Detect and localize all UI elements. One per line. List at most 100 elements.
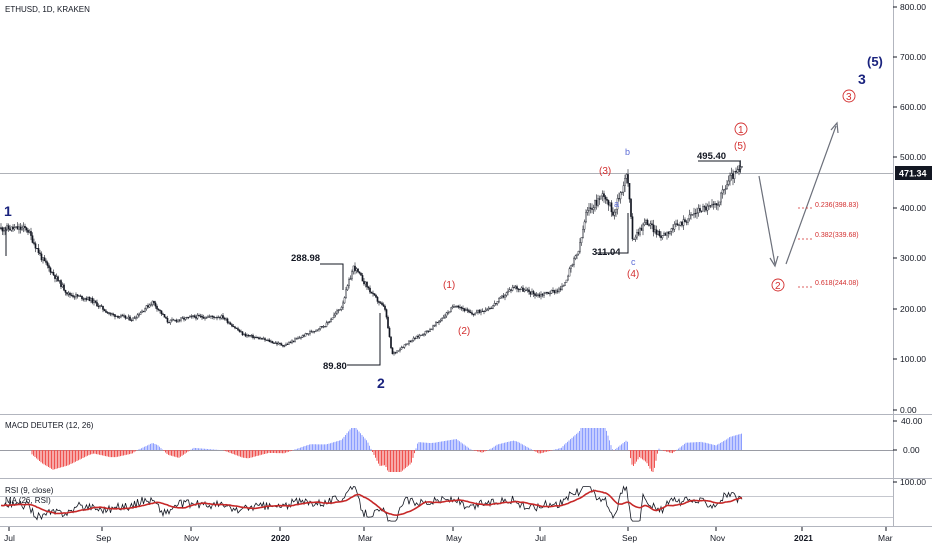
- candle-body: [582, 229, 584, 238]
- candle-body: [121, 315, 124, 317]
- candle-body: [126, 317, 128, 319]
- candle-body: [609, 202, 611, 206]
- candle-body: [127, 316, 130, 319]
- candle-body: [54, 274, 56, 279]
- svg-text:1: 1: [738, 125, 744, 136]
- candle-body: [169, 319, 172, 323]
- candle-body: [303, 335, 305, 337]
- candle-body: [409, 340, 412, 343]
- candle-body: [40, 253, 43, 261]
- candle-body: [430, 328, 433, 330]
- candle-body: [487, 308, 490, 310]
- candle-body: [598, 198, 601, 200]
- candle-body: [510, 289, 512, 291]
- candle-body: [574, 255, 577, 259]
- candle-body: [228, 322, 230, 324]
- candle-body: [564, 282, 566, 286]
- candle-body: [310, 331, 313, 333]
- candle-body: [433, 324, 436, 327]
- candle-body: [660, 235, 662, 238]
- candle-body: [676, 223, 679, 226]
- candle-body: [123, 315, 125, 317]
- candle-body: [696, 212, 698, 214]
- candle-body: [72, 295, 74, 297]
- candle-body: [129, 316, 131, 321]
- candle-body: [274, 342, 277, 344]
- candle-body: [190, 316, 193, 318]
- price-axis: 800.00 700.00 600.00 500.00 400.00 300.0…: [893, 2, 926, 415]
- candle-body: [286, 343, 289, 345]
- level-label-311: 311.04: [592, 247, 621, 258]
- candle-body: [37, 248, 40, 254]
- candle-body: [223, 318, 226, 320]
- time-label: 2020: [271, 533, 290, 543]
- candle-body: [361, 275, 364, 282]
- candle-body: [700, 210, 703, 212]
- candle-body: [147, 305, 149, 308]
- candle-body: [373, 293, 376, 296]
- candle-body: [526, 289, 529, 291]
- candle-body: [271, 341, 274, 344]
- last-price-value: 471.34: [899, 169, 927, 179]
- candle-body: [19, 226, 22, 230]
- candle-body: [396, 350, 398, 353]
- candle-body: [370, 291, 373, 294]
- price-tick: 200.00: [900, 304, 926, 314]
- candle-body: [91, 298, 94, 303]
- candle-body: [348, 279, 350, 286]
- candle-body: [544, 292, 547, 295]
- candle-body: [18, 226, 20, 230]
- candle-body: [156, 306, 158, 310]
- candle-body: [414, 337, 416, 339]
- candle-body: [6, 225, 8, 230]
- fib-label-382: 0.382(339.68): [815, 232, 859, 239]
- candle-body: [540, 293, 542, 297]
- candle-body: [234, 326, 236, 329]
- candle-body: [691, 214, 694, 216]
- candle-body: [466, 309, 469, 311]
- candle-body: [130, 320, 133, 322]
- candle-body: [256, 337, 259, 339]
- candle-body: [406, 343, 409, 345]
- candle-body: [547, 292, 550, 294]
- candle-body: [249, 335, 251, 337]
- candle-body: [541, 293, 544, 296]
- candle-body: [432, 325, 434, 330]
- candle-body: [394, 352, 397, 354]
- candle-body: [252, 335, 254, 339]
- candle-body: [562, 285, 565, 287]
- candle-body: [613, 211, 616, 216]
- candle-body: [201, 315, 203, 318]
- wave-label-c: c: [631, 257, 636, 267]
- candle-body: [51, 272, 53, 274]
- candle-body: [150, 304, 152, 306]
- candle-body: [199, 315, 202, 317]
- rsi-ma-label: MA (26, RSI): [5, 496, 51, 505]
- candle-body: [28, 231, 31, 233]
- candle-body: [697, 208, 700, 214]
- time-axis: Jul Sep Nov 2020 Mar May Jul Sep Nov 202…: [4, 527, 893, 543]
- candle-body: [520, 287, 523, 290]
- candle-body: [192, 315, 194, 317]
- candle-body: [325, 322, 328, 327]
- candle-body: [52, 272, 55, 276]
- candle-body: [9, 228, 11, 231]
- candle-body: [226, 318, 229, 323]
- price-tick: 400.00: [900, 203, 926, 213]
- candle-body: [435, 322, 437, 326]
- candle-body: [673, 223, 676, 230]
- candle-body: [505, 292, 508, 296]
- level-label-495: 495.40: [697, 151, 726, 162]
- candle-body: [714, 203, 716, 205]
- price-tick: 800.00: [900, 2, 926, 12]
- candle-body: [79, 295, 82, 297]
- candle-body: [291, 340, 293, 343]
- candle-body: [187, 316, 190, 318]
- time-label: 2021: [794, 533, 813, 543]
- candle-body: [189, 316, 191, 318]
- candle-body: [577, 251, 580, 255]
- candle-body: [480, 310, 482, 313]
- candle-body: [730, 173, 733, 176]
- candle-body: [315, 329, 317, 332]
